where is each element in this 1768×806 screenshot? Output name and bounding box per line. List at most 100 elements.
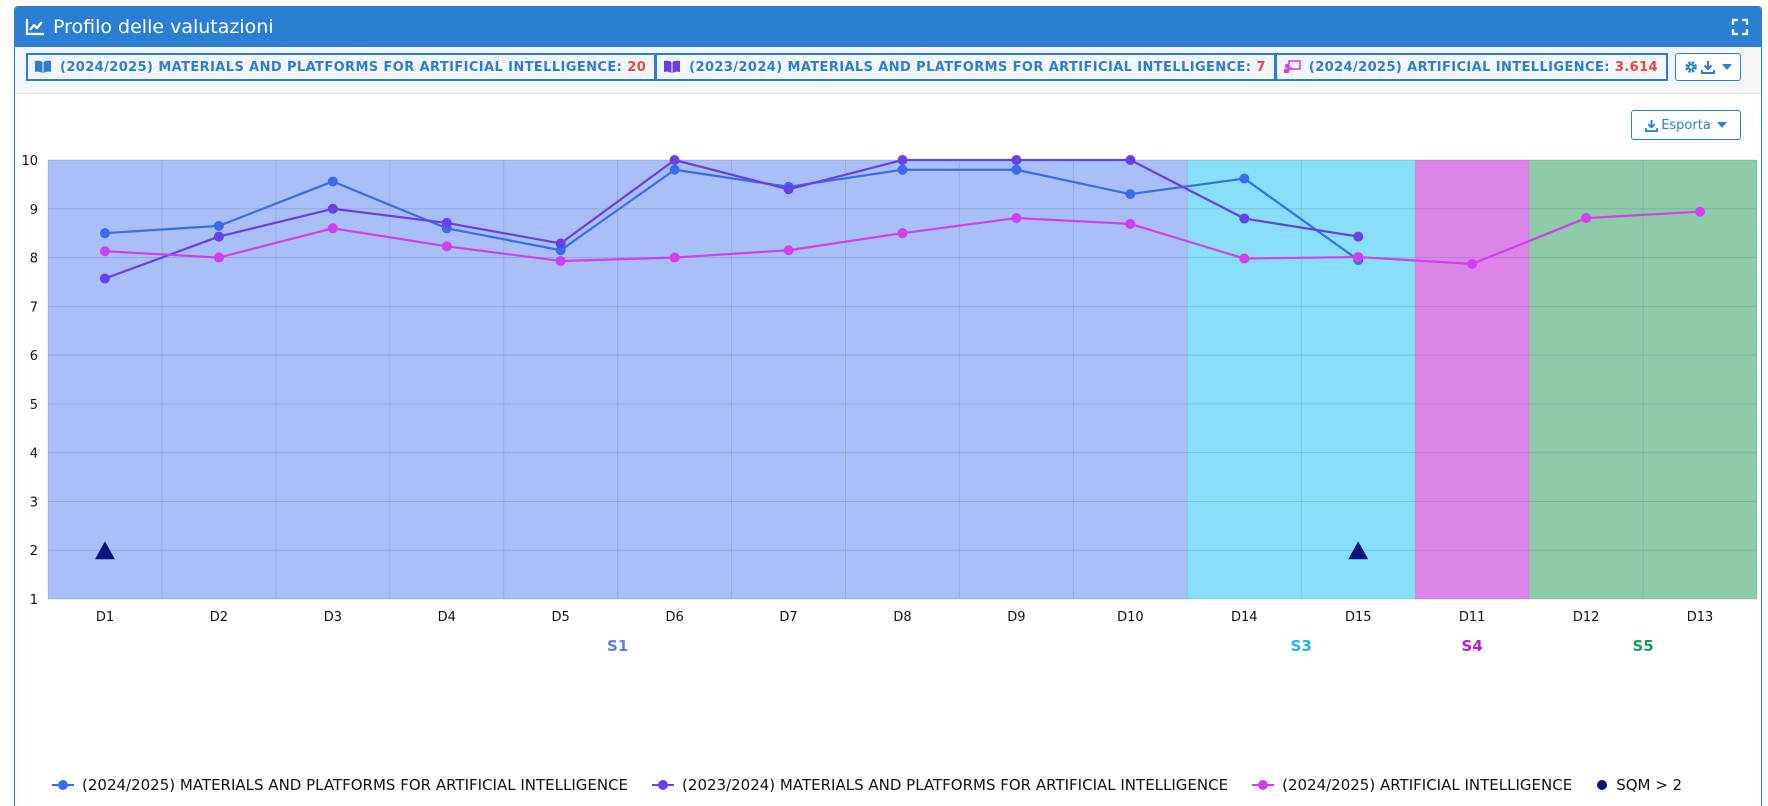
x-tick-label: D13 [1687,610,1714,625]
toolbar: (2024/2025) MATERIALS AND PLATFORMS FOR … [15,47,1761,94]
x-tick-label: D3 [324,610,342,625]
download-icon [1701,61,1715,74]
group-label: S1 [607,637,628,655]
x-tick-label: D9 [1007,610,1025,625]
x-tick-label: D7 [779,610,797,625]
y-tick-label: 2 [30,544,38,559]
series-point [1125,218,1136,229]
series-point [327,223,338,234]
chip-label: (2023/2024) MATERIALS AND PLATFORMS FOR … [689,59,1252,75]
series-point [1011,213,1022,224]
series-point [555,238,566,249]
y-tick-label: 4 [30,447,38,462]
y-tick-label: 5 [30,398,38,413]
series-point [1011,155,1022,165]
legend-swatch [52,780,74,790]
sqm-marker [1348,541,1369,560]
filter-chips: (2024/2025) MATERIALS AND PLATFORMS FOR … [26,53,1668,81]
caret-down-icon [1716,122,1727,128]
series-point [1695,206,1706,217]
gear-icon [1685,61,1697,73]
series-point [1239,173,1250,184]
series-point [1125,189,1136,200]
series-point [441,241,452,252]
expand-icon[interactable] [1731,18,1749,36]
teacher-icon [1283,60,1301,73]
legend-label: (2023/2024) MATERIALS AND PLATFORMS FOR … [682,776,1229,794]
series-point [213,231,224,242]
chip-course-2024-ai[interactable]: (2024/2025) ARTIFICIAL INTELLIGENCE: 3.6… [1275,53,1668,81]
series-point [1467,258,1478,269]
sqm-marker [94,541,115,560]
chip-label: (2024/2025) ARTIFICIAL INTELLIGENCE: [1308,59,1610,75]
export-button[interactable]: Esporta [1631,110,1741,140]
series-point [213,252,224,263]
export-label: Esporta [1661,117,1711,133]
chip-value: 20 [627,59,647,75]
series-point [1353,231,1364,242]
caret-down-icon [1722,64,1732,70]
chip-value: 3.614 [1614,59,1658,75]
group-band [48,160,1188,599]
series-point [1353,252,1364,263]
y-tick-label: 8 [30,252,38,267]
chart-legend: (2024/2025) MATERIALS AND PLATFORMS FOR … [52,776,1706,794]
series-point [1011,164,1022,175]
legend-item-series-2[interactable]: (2023/2024) MATERIALS AND PLATFORMS FOR … [652,776,1228,794]
x-tick-label: D10 [1117,610,1144,625]
x-tick-label: D5 [552,610,570,625]
x-tick-label: D12 [1573,610,1600,625]
x-tick-label: D15 [1345,610,1372,625]
series-line [104,158,1359,280]
chip-course-2023-materials[interactable]: (2023/2024) MATERIALS AND PLATFORMS FOR … [656,53,1276,81]
series-point [99,246,110,257]
series-point [1125,155,1136,165]
group-label: S5 [1632,637,1653,655]
series-point [783,184,794,195]
series-point [1581,213,1592,224]
chip-label: (2024/2025) MATERIALS AND PLATFORMS FOR … [60,59,623,75]
legend-item-series-1[interactable]: (2024/2025) MATERIALS AND PLATFORMS FOR … [52,776,628,794]
x-tick-label: D11 [1459,610,1486,625]
group-label: S4 [1462,637,1483,655]
series-point [99,273,110,284]
series-point [669,155,680,165]
settings-download-button[interactable] [1675,53,1741,81]
legend-label: (2024/2025) MATERIALS AND PLATFORMS FOR … [82,776,629,794]
book-icon [664,60,681,73]
series-point [897,228,908,239]
series-point [441,217,452,228]
group-label: S3 [1291,637,1312,655]
series-point [555,255,566,266]
group-band [1529,160,1757,599]
group-band [1415,160,1530,599]
chip-value: 7 [1256,59,1266,75]
series-point [327,176,338,187]
y-tick-label: 7 [30,300,38,315]
card-title: Profilo delle valutazioni [53,16,274,38]
x-tick-label: D8 [893,610,911,625]
series-line [104,168,1359,261]
download-icon [1645,119,1659,132]
series-point [669,164,680,175]
x-tick-label: D14 [1231,610,1258,625]
group-band [1187,160,1416,599]
legend-swatch [1597,780,1608,790]
legend-item-sqm[interactable]: SQM > 2 [1596,776,1682,794]
line-chart-icon [25,19,44,36]
legend-swatch [1252,780,1275,790]
chip-course-2024-materials[interactable]: (2024/2025) MATERIALS AND PLATFORMS FOR … [26,53,657,81]
legend-label: (2024/2025) ARTIFICIAL INTELLIGENCE [1282,776,1573,794]
series-point [783,245,794,256]
legend-item-series-3[interactable]: (2024/2025) ARTIFICIAL INTELLIGENCE [1252,776,1572,794]
series-point [897,164,908,175]
y-tick-label: 9 [30,203,38,218]
x-tick-label: D2 [210,610,228,625]
legend-label: SQM > 2 [1616,776,1683,794]
y-tick-label: 10 [21,154,38,169]
y-tick-label: 6 [30,349,38,364]
legend-swatch [652,780,675,790]
y-tick-label: 1 [30,593,38,608]
card-header: Profilo delle valutazioni [15,7,1761,47]
series-point [213,220,224,231]
